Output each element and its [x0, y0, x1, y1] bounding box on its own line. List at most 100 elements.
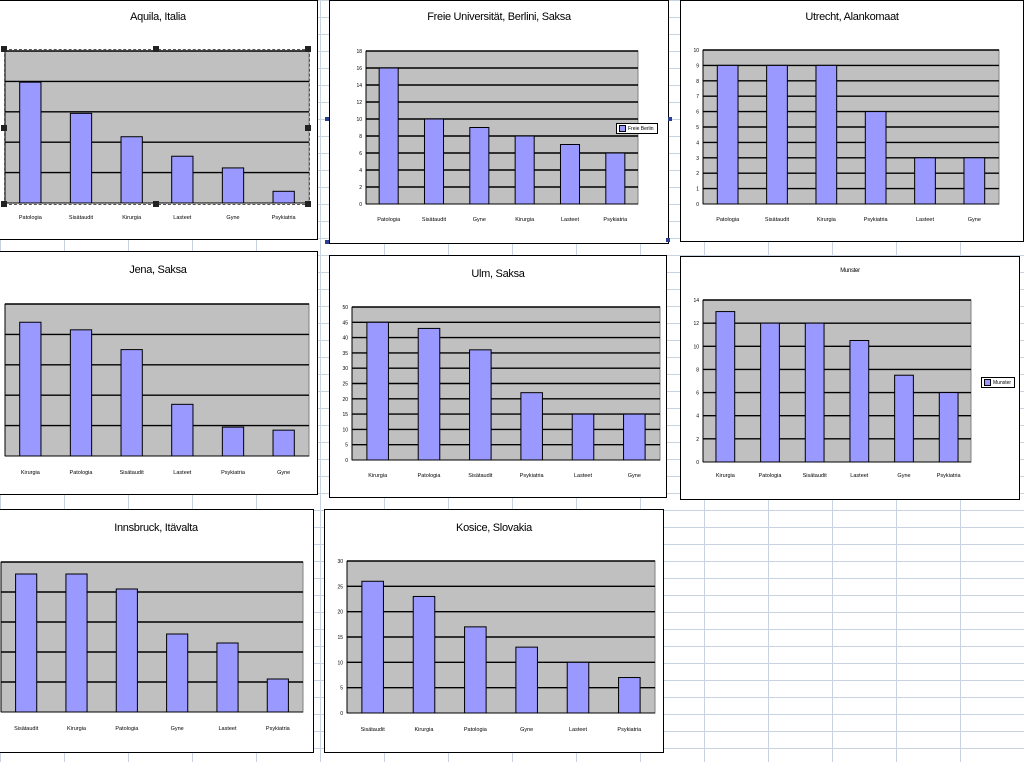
y-tick-label: 10	[342, 427, 348, 433]
bar	[412, 595, 436, 714]
bar	[171, 155, 194, 204]
resize-handle[interactable]	[305, 46, 311, 52]
bar	[19, 81, 42, 204]
resize-handle[interactable]	[1, 125, 7, 131]
bar	[120, 136, 143, 204]
chart-ulm[interactable]: Ulm, Saksa 0 5 10 15 20 25 30 35 40 45 50 Kirurgia P…	[329, 255, 667, 498]
bar	[760, 322, 780, 463]
x-tick-label: Gyne	[226, 215, 239, 221]
bar	[272, 429, 295, 457]
x-tick-label: Psykiatria	[864, 217, 889, 223]
y-tick-label: 10	[356, 117, 362, 123]
x-tick-label: Patologia	[19, 215, 43, 221]
x-tick-label: Psykiatria	[266, 726, 291, 732]
bar	[715, 311, 736, 463]
x-tick-label: Psykiatria	[937, 473, 962, 479]
chart-plot[interactable]: 0 2 4 6 8 10 12 14 Kirurgia Patologia Sisätaudit La…	[681, 257, 1021, 501]
y-tick-label: 6	[696, 110, 699, 116]
chart-plot[interactable]: 0 1 2 3 4 5 6 7 8 9 10 Patologia Sisätaudit Kirurgia P…	[681, 1, 1024, 243]
resize-handle[interactable]	[1, 201, 7, 207]
selection-marker	[666, 238, 670, 242]
y-tick-label: 14	[356, 83, 362, 89]
chart-jena[interactable]: Jena, Saksa Kirurgia Patologia Sisätaudit L…	[0, 251, 318, 495]
bar	[216, 642, 239, 713]
chart-legend: Freie Berlin	[616, 123, 658, 134]
resize-handle[interactable]	[305, 201, 311, 207]
chart-plot[interactable]: 0 5 10 15 20 25 30 Sisätaudit Kirurgia Patologia G…	[325, 510, 665, 754]
resize-handle[interactable]	[1, 46, 7, 52]
y-tick-label: 2	[696, 171, 699, 177]
selection-marker	[668, 117, 672, 121]
chart-plot[interactable]: Sisätaudit Kirurgia Patologia Gyne Lasteet Ps…	[0, 510, 315, 754]
chart-aquila[interactable]: Aquila, Italia Patologia Sisätaudit Kirurg…	[0, 0, 318, 240]
plot-area	[702, 299, 972, 463]
bar	[469, 349, 492, 461]
x-tick-label: Gyne	[277, 470, 290, 476]
bar	[520, 392, 543, 461]
bar	[815, 64, 838, 205]
x-tick-label: Psykiatria	[221, 470, 246, 476]
x-tick-label: Patologia	[377, 217, 401, 223]
chart-innsbruck[interactable]: Innsbruck, Itävalta Sisätaudit Kirurgia Pa…	[0, 509, 314, 753]
chart-title: Munster	[840, 268, 860, 274]
y-tick-label: 8	[696, 79, 699, 85]
bar	[716, 64, 739, 205]
bar	[804, 322, 825, 463]
resize-handle[interactable]	[153, 201, 159, 207]
x-tick-label: Sisätaudit	[361, 727, 386, 733]
chart-plot[interactable]: Kirurgia Patologia Sisätaudit Lasteet Psykia…	[0, 252, 319, 496]
bar	[65, 573, 88, 713]
bar	[766, 64, 788, 205]
y-tick-label: 10	[693, 48, 699, 54]
chart-plot[interactable]: Patologia Sisätaudit Kirurgia Lasteet Gyne Ps…	[0, 1, 319, 241]
chart-plot[interactable]: 0 2 4 6 8 10 12 14 16 18 Patologia Sisätaudit Gyne Ki…	[330, 1, 670, 245]
bar	[378, 67, 399, 205]
x-tick-label: Kirurgia	[67, 726, 87, 732]
bar	[605, 152, 626, 205]
y-tick-label: 25	[342, 382, 348, 388]
chart-kosice[interactable]: Kosice, Slovakia 0 5 10 15 20 25 30 Sisätaudit K…	[324, 509, 664, 753]
chart-title: Jena, Saksa	[129, 264, 187, 276]
bar	[19, 321, 42, 457]
x-tick-label: Patologia	[759, 473, 783, 479]
resize-handle[interactable]	[153, 46, 159, 52]
chart-utrecht[interactable]: Utrecht, Alankomaat 0 1 2 3 4 5 6 7 8 9 10 Patologi…	[680, 0, 1024, 242]
y-tick-label: 7	[696, 94, 699, 100]
bar	[69, 329, 93, 457]
y-tick-label: 12	[356, 100, 362, 106]
x-tick-label: Gyne	[473, 217, 486, 223]
x-tick-label: Psykiatria	[603, 217, 628, 223]
y-tick-label: 0	[696, 202, 699, 208]
legend-swatch	[619, 125, 626, 132]
x-tick-label: Psykiatria	[617, 727, 642, 733]
resize-handle[interactable]	[305, 125, 311, 131]
y-tick-label: 14	[693, 298, 699, 304]
y-tick-label: 5	[696, 125, 699, 131]
x-tick-label: Lasteet	[574, 473, 593, 479]
y-tick-label: 15	[337, 635, 343, 641]
chart-plot[interactable]: 0 5 10 15 20 25 30 35 40 45 50 Kirurgia Patologia Sis…	[330, 256, 668, 499]
x-tick-label: Sisätaudit	[14, 726, 39, 732]
x-tick-label: Lasteet	[850, 473, 869, 479]
chart-berlin[interactable]: Freie Universität, Berlini, Saksa 0 2 4 6 8 1…	[329, 0, 669, 244]
x-tick-label: Lasteet	[173, 215, 192, 221]
x-tick-label: Sisätaudit	[803, 473, 828, 479]
y-tick-label: 4	[696, 414, 699, 420]
y-tick-label: 15	[342, 412, 348, 418]
bar	[115, 588, 138, 713]
bar	[15, 573, 38, 713]
x-tick-label: Kirurgia	[515, 217, 535, 223]
y-tick-label: 35	[342, 351, 348, 357]
y-tick-label: 16	[356, 66, 362, 72]
chart-munster[interactable]: Munster 0 2 4 6 8 10 12 14 Kirurgia Patologia Sisä…	[680, 256, 1020, 500]
x-tick-label: Gyne	[897, 473, 910, 479]
y-tick-label: 4	[696, 140, 699, 146]
y-tick-label: 5	[340, 686, 343, 692]
bar	[938, 392, 959, 463]
chart-title: Kosice, Slovakia	[456, 522, 532, 534]
chart-legend: Munster	[981, 377, 1016, 388]
y-tick-label: 5	[345, 443, 348, 449]
y-tick-label: 25	[337, 584, 343, 590]
bar	[221, 426, 245, 457]
bar	[963, 157, 986, 205]
